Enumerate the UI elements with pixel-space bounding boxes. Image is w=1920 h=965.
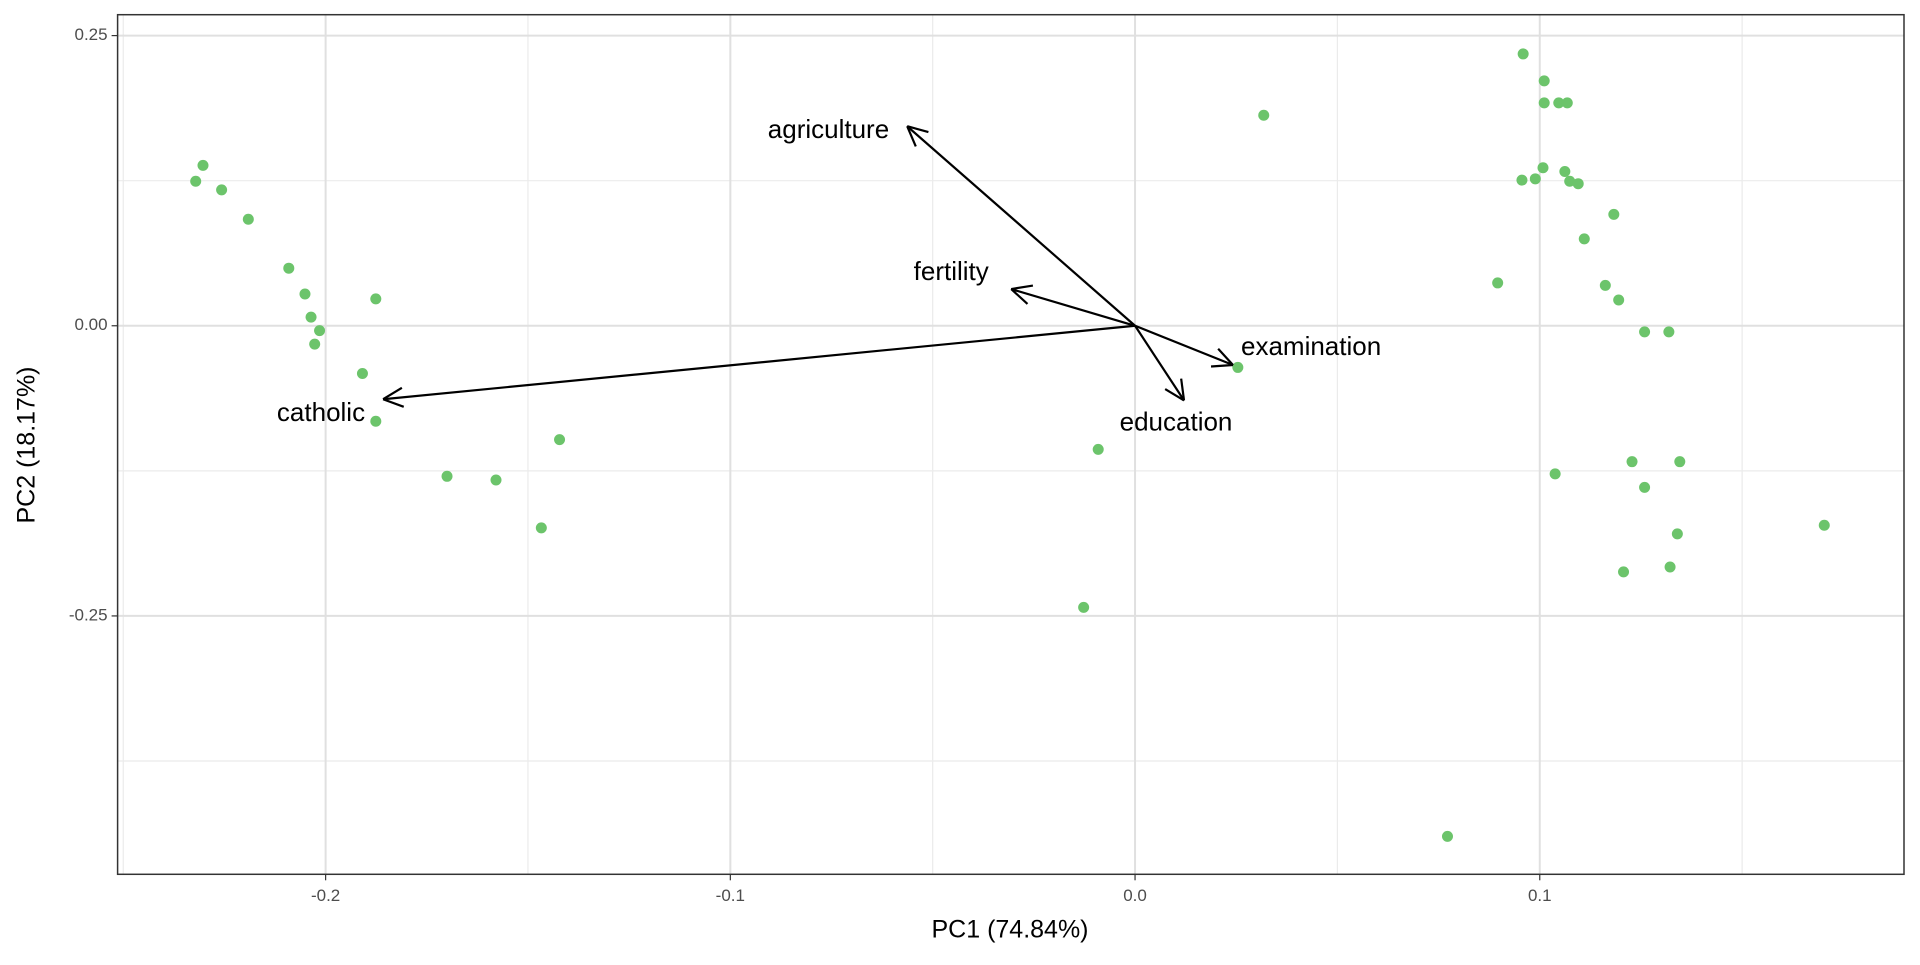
point (1664, 561, 1676, 573)
point (535, 522, 547, 534)
point (1663, 326, 1675, 338)
point (1608, 208, 1620, 220)
arrow-head (1217, 348, 1234, 366)
point (1092, 443, 1104, 455)
arrow-head (382, 398, 405, 408)
point (197, 159, 209, 171)
arrow-head (906, 125, 929, 134)
point (1516, 174, 1528, 186)
point (1639, 326, 1651, 338)
x-tick-label: 0.1 (1528, 886, 1552, 905)
point (242, 213, 254, 225)
arrow-head (382, 386, 403, 401)
point (309, 338, 321, 350)
point (1537, 162, 1549, 174)
x-axis-title: PC1 (74.84%) (931, 916, 1088, 944)
point (1559, 166, 1571, 178)
y-tick-label: 0.00 (75, 315, 108, 334)
point (1613, 294, 1625, 306)
point (370, 293, 382, 305)
arrow-label: fertility (914, 256, 989, 286)
x-tick-label: 0.0 (1123, 886, 1147, 905)
point (1599, 279, 1611, 291)
point (1572, 178, 1584, 190)
arrow-head (1180, 378, 1186, 401)
point (216, 184, 228, 196)
point (554, 434, 566, 446)
arrow-label: examination (1241, 331, 1381, 361)
point (314, 325, 326, 337)
point (1553, 97, 1565, 109)
point (1549, 468, 1561, 480)
point (1564, 175, 1576, 187)
loading-arrow (1134, 325, 1185, 401)
point (1492, 277, 1504, 289)
loading-arrow (1010, 288, 1136, 327)
point (1561, 97, 1573, 109)
y-tick-label: 0.25 (75, 25, 108, 44)
y-axis-title: PC2 (18.17%) (13, 366, 41, 523)
arrow-head (1010, 288, 1029, 305)
point (1538, 97, 1550, 109)
arrow-label: education (1120, 406, 1233, 436)
point (1078, 601, 1090, 613)
point (283, 262, 295, 274)
arrow-label: catholic (277, 397, 365, 427)
point (441, 470, 453, 482)
point (356, 367, 368, 379)
point (1258, 109, 1270, 121)
loading-arrow (1134, 324, 1234, 367)
point (1517, 48, 1529, 60)
point (1618, 566, 1630, 578)
point (370, 415, 382, 427)
loading-arrow (906, 125, 1136, 327)
arrow-label: agriculture (768, 114, 889, 144)
point (1674, 456, 1686, 468)
arrow-head (906, 125, 917, 147)
point (490, 474, 502, 486)
x-tick-label: -0.1 (716, 886, 745, 905)
point (1529, 173, 1541, 185)
arrow-head (1210, 363, 1234, 368)
point (190, 175, 202, 187)
point (1232, 361, 1244, 373)
arrow-head (1011, 284, 1034, 291)
plot-border (116, 13, 1905, 876)
point (299, 288, 311, 300)
point (1538, 75, 1550, 87)
point (1578, 233, 1590, 245)
y-tick-label: -0.25 (69, 605, 108, 624)
loading-arrow (382, 324, 1136, 401)
point (1441, 830, 1453, 842)
x-tick-label: -0.2 (311, 886, 340, 905)
point (1626, 456, 1638, 468)
point (305, 311, 317, 323)
point (1671, 528, 1683, 540)
point (1818, 519, 1830, 531)
point (1639, 481, 1651, 493)
arrow-head (1164, 388, 1185, 402)
